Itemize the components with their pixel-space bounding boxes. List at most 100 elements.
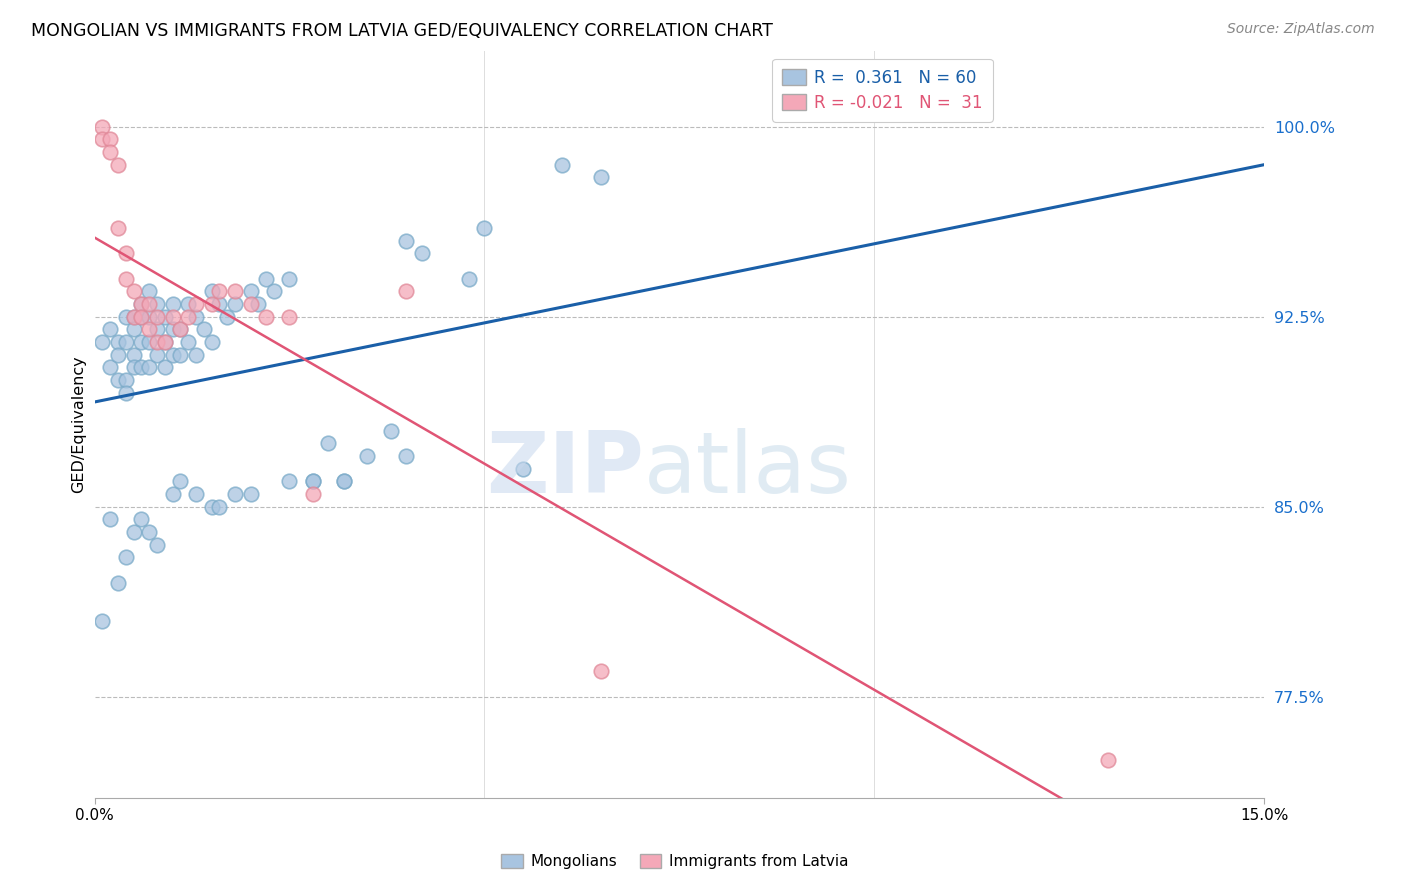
Point bbox=[138, 322, 160, 336]
Point bbox=[153, 310, 176, 324]
Point bbox=[395, 234, 418, 248]
Point bbox=[333, 475, 356, 489]
Point bbox=[318, 436, 340, 450]
Point bbox=[512, 461, 534, 475]
Point bbox=[184, 297, 207, 311]
Point bbox=[302, 475, 325, 489]
Point bbox=[1097, 753, 1119, 767]
Point bbox=[114, 334, 136, 349]
Point bbox=[247, 297, 270, 311]
Point bbox=[278, 475, 301, 489]
Point bbox=[208, 500, 231, 514]
Point bbox=[162, 310, 184, 324]
Point bbox=[169, 475, 191, 489]
Point bbox=[162, 487, 184, 501]
Point bbox=[146, 538, 169, 552]
Point bbox=[356, 449, 378, 463]
Point bbox=[122, 524, 145, 539]
Point bbox=[184, 348, 207, 362]
Point bbox=[177, 297, 200, 311]
Point bbox=[224, 487, 246, 501]
Point bbox=[146, 348, 169, 362]
Point bbox=[153, 360, 176, 375]
Point bbox=[333, 475, 356, 489]
Point bbox=[91, 614, 114, 628]
Point bbox=[591, 665, 613, 679]
Point bbox=[131, 297, 153, 311]
Point bbox=[114, 550, 136, 565]
Point bbox=[254, 271, 277, 285]
Point bbox=[162, 322, 184, 336]
Point bbox=[302, 475, 325, 489]
Point bbox=[395, 449, 418, 463]
Point bbox=[122, 310, 145, 324]
Point bbox=[200, 297, 222, 311]
Point bbox=[138, 285, 160, 299]
Point bbox=[138, 310, 160, 324]
Point bbox=[177, 334, 200, 349]
Point bbox=[200, 500, 222, 514]
Point bbox=[177, 310, 200, 324]
Point bbox=[169, 322, 191, 336]
Point bbox=[278, 310, 301, 324]
Point bbox=[395, 285, 418, 299]
Point bbox=[98, 322, 121, 336]
Point bbox=[114, 373, 136, 387]
Point bbox=[91, 334, 114, 349]
Point bbox=[107, 348, 129, 362]
Point bbox=[122, 360, 145, 375]
Text: atlas: atlas bbox=[644, 428, 852, 511]
Point bbox=[98, 360, 121, 375]
Point bbox=[153, 334, 176, 349]
Point bbox=[302, 487, 325, 501]
Point bbox=[474, 221, 496, 235]
Point bbox=[107, 373, 129, 387]
Point bbox=[146, 297, 169, 311]
Point bbox=[138, 524, 160, 539]
Point bbox=[184, 487, 207, 501]
Point bbox=[138, 297, 160, 311]
Point bbox=[278, 271, 301, 285]
Point bbox=[138, 334, 160, 349]
Point bbox=[411, 246, 433, 260]
Point bbox=[224, 297, 246, 311]
Point bbox=[138, 360, 160, 375]
Point bbox=[114, 310, 136, 324]
Point bbox=[131, 512, 153, 526]
Point bbox=[239, 487, 262, 501]
Point bbox=[122, 322, 145, 336]
Point bbox=[98, 512, 121, 526]
Point bbox=[107, 158, 129, 172]
Point bbox=[162, 297, 184, 311]
Point bbox=[184, 310, 207, 324]
Point bbox=[122, 348, 145, 362]
Point bbox=[239, 285, 262, 299]
Point bbox=[380, 424, 402, 438]
Point bbox=[169, 322, 191, 336]
Point bbox=[131, 297, 153, 311]
Point bbox=[224, 285, 246, 299]
Point bbox=[146, 334, 169, 349]
Point bbox=[114, 271, 136, 285]
Point bbox=[114, 246, 136, 260]
Point bbox=[107, 221, 129, 235]
Point bbox=[131, 360, 153, 375]
Text: ZIP: ZIP bbox=[486, 428, 644, 511]
Point bbox=[208, 297, 231, 311]
Point bbox=[254, 310, 277, 324]
Point bbox=[114, 385, 136, 400]
Point bbox=[551, 158, 574, 172]
Point bbox=[91, 132, 114, 146]
Point bbox=[217, 310, 239, 324]
Point bbox=[263, 285, 285, 299]
Point bbox=[208, 285, 231, 299]
Text: MONGOLIAN VS IMMIGRANTS FROM LATVIA GED/EQUIVALENCY CORRELATION CHART: MONGOLIAN VS IMMIGRANTS FROM LATVIA GED/… bbox=[31, 22, 773, 40]
Point bbox=[169, 348, 191, 362]
Point bbox=[131, 310, 153, 324]
Point bbox=[193, 322, 215, 336]
Point bbox=[162, 348, 184, 362]
Point bbox=[122, 310, 145, 324]
Point bbox=[200, 285, 222, 299]
Point bbox=[122, 285, 145, 299]
Y-axis label: GED/Equivalency: GED/Equivalency bbox=[72, 356, 86, 493]
